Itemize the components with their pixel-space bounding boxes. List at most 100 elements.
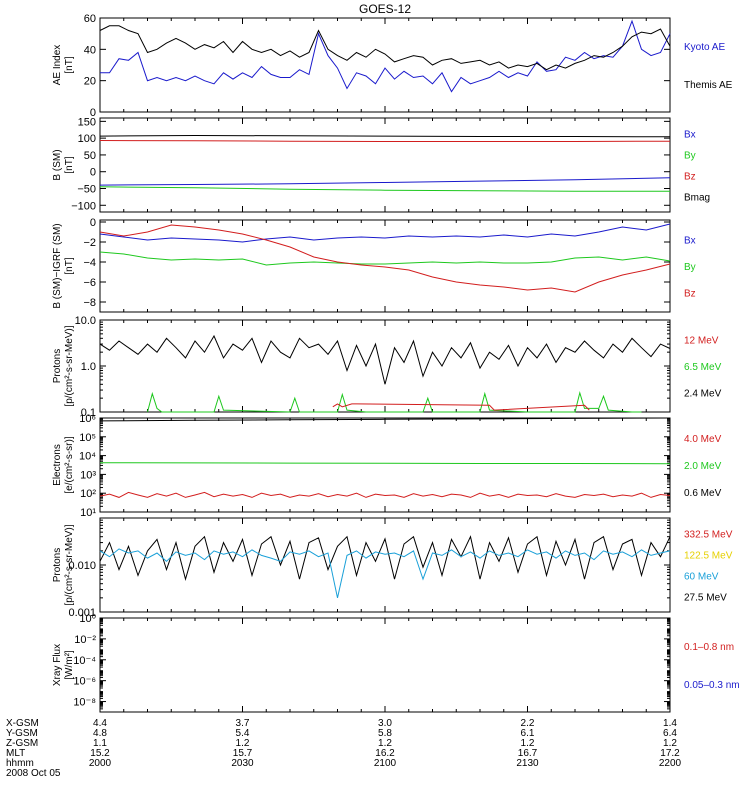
y-tick-label: 0 [90,217,96,229]
y-axis-label: [p/(cm²-s-sr-MeV)] [64,524,75,605]
ephem-row-label: hhmm [6,758,34,769]
y-tick-label: 0.001 [68,607,96,619]
ephem-value: 1.4 [663,718,677,729]
y-axis-label: [p/(cm²-s-sr-MeV)] [64,325,75,406]
y-axis-label: Protons [52,349,63,383]
legend-entry: By [684,262,696,273]
ephem-row-label: Z-GSM [6,738,38,749]
panel-frame [99,219,671,313]
y-tick-label: 0 [90,107,96,119]
y-axis-label: B (SM) [52,149,63,180]
ephem-value: 2030 [231,758,254,769]
series-line-kyoto-ae [100,19,671,93]
series-line-12-mev [332,403,590,411]
series-line-0-6-mev [99,417,671,422]
series-line-bz [99,224,671,293]
panel-frame [99,617,671,713]
y-tick-label: −8 [83,297,96,309]
y-tick-label: −4 [83,257,96,269]
legend-entry: 2.0 MeV [684,461,722,472]
series-line-bz [99,140,671,142]
series-line-2-0-mev [99,462,671,465]
series-line-by [99,186,670,192]
y-tick-label: 10⁻⁴ [73,655,96,667]
y-tick-label: −100 [71,200,96,212]
ephem-value: 3.0 [378,718,392,729]
y-axis-label: Electrons [52,444,63,486]
series-line-bx [99,223,671,243]
ephem-value: 2000 [89,758,112,769]
panel-electrons: 10¹ 10² 10³ 10⁴ 10⁵ 10⁶ Electrons [e/(cm²-s-sr)… [52,413,722,519]
series-line-2-4-mev [99,334,671,385]
y-tick-label: 10¹ [80,507,96,519]
ephem-value: 4.4 [93,718,107,729]
y-axis-label: [nT] [64,156,75,173]
panel-frame [99,517,671,613]
legend-entry: By [684,151,696,162]
y-tick-label: 10.0 [75,315,96,327]
date-label: 2008 Oct 05 [6,768,61,779]
ephem-value: 3.7 [236,718,250,729]
legend-entry: 0.6 MeV [684,488,722,499]
y-tick-label: 0.1 [81,407,96,419]
ephem-value: 4.8 [93,728,107,739]
panel-b-minus-igrf: −8 −6 −4 −2 0 B (SM)−IGRF (SM) [nT] Bx By Bz [52,217,696,313]
ephem-value: 17.2 [660,748,680,759]
ephem-value: 2100 [374,758,397,769]
ephem-value: 1.1 [93,738,107,749]
y-tick-label: 10³ [80,469,96,481]
legend-entry: 332.5 MeV [684,530,733,541]
ephem-value: 1.2 [378,738,392,749]
y-tick-label: 10⁻⁶ [73,676,96,688]
y-tick-label: 10² [80,488,96,500]
ephem-value: 16.7 [518,748,538,759]
legend-entry: 4.0 MeV [684,434,722,445]
series-line-themis-ae [99,25,671,71]
legend-entry: 0.1–0.8 nm [684,642,734,653]
panel-protons-high: 0.001 0.010 Protons [p/(cm²-s-sr-MeV)] 332.5… [52,517,733,619]
y-axis-label: B (SM)−IGRF (SM) [52,223,63,308]
legend-entry: Bx [684,130,696,141]
panel-protons-low: 0.1 1.0 10.0 Protons [p/(cm²-s-sr-MeV)] 12 Me… [52,315,722,419]
legend-entry: Bx [684,236,696,247]
legend-entry: 12 MeV [684,336,719,347]
y-axis-label: Protons [52,548,63,582]
y-tick-label: 40 [84,44,96,56]
y-tick-label: −2 [83,237,96,249]
y-tick-label: 100 [78,133,96,145]
ephem-value: 6.1 [521,728,535,739]
legend-entry: Themis AE [684,80,733,91]
ephem-value: 16.2 [375,748,395,759]
ephem-row-label: MLT [6,748,25,759]
series-line-60-mev [99,548,671,599]
legend-entry: Bz [684,171,696,182]
y-tick-label: 10⁵ [79,432,96,444]
y-axis-label: Xray Flux [52,644,63,686]
series-line-bx [99,177,671,186]
y-tick-label: −50 [77,184,96,196]
legend-entry: 60 MeV [684,571,719,582]
ephem-value: 2.2 [521,718,535,729]
y-tick-label: 0.010 [68,560,96,572]
series-line-27-5-mev [99,535,671,581]
ephem-value: 2200 [659,758,682,769]
ephem-value: 5.4 [236,728,250,739]
y-tick-label: 10⁶ [79,413,96,425]
panel-frame [99,117,671,213]
series-line-6-5-mev [147,391,642,413]
ephem-value: 6.4 [663,728,677,739]
series-line-4-0-mev [99,491,671,498]
plot-title: GOES-12 [359,2,411,16]
panel-frame [99,17,671,113]
panel-frame [99,319,671,413]
legend-entry: 6.5 MeV [684,362,722,373]
legend-entry: 122.5 MeV [684,551,733,562]
y-tick-label: 10⁰ [79,613,96,625]
y-axis-label: [e/(cm²-s-sr)] [64,436,75,493]
ephem-value: 1.2 [521,738,535,749]
y-axis-label: AE Index [52,45,63,86]
y-tick-label: 1.0 [81,361,96,373]
